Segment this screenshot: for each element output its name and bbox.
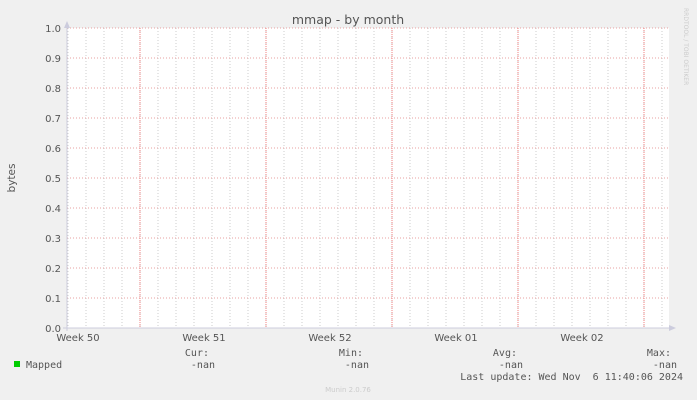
y-tick-label: 0.2 [45,264,61,275]
last-update: Last update: Wed Nov 6 11:40:06 2024 [460,372,683,383]
side-label: RRDTOOL / TOBI OETIKER [682,8,689,85]
legend-cur-value: -nan [191,360,215,371]
y-axis-arrow-icon [64,21,70,28]
y-tick-label: 0.9 [45,54,61,65]
chart-title: mmap - by month [292,12,404,27]
x-axis-arrow-icon [669,325,676,331]
x-tick-label: Week 52 [308,333,351,344]
y-tick-label: 0.5 [45,174,61,185]
y-tick-label: 0.4 [45,204,61,215]
y-tick-label: 0.6 [45,144,61,155]
legend-min-value: -nan [345,360,369,371]
y-axis-label: bytes [6,164,18,193]
y-tick-label: 0.0 [45,324,61,335]
x-tick-label: Week 50 [56,333,99,344]
y-tick-label: 1.0 [45,24,61,35]
legend-header-avg: Avg: [493,348,517,359]
y-tick-label: 0.7 [45,114,61,125]
legend-header-cur: Cur: [185,348,209,359]
x-tick-label: Week 02 [560,333,603,344]
legend-header-min: Min: [339,348,363,359]
x-tick-label: Week 51 [182,333,225,344]
legend-swatch-mapped [14,361,20,367]
legend-max-value: -nan [653,360,677,371]
legend-header-max: Max: [647,348,671,359]
legend-avg-value: -nan [499,360,523,371]
legend-name-mapped: Mapped [26,360,62,371]
y-tick-label: 0.8 [45,84,61,95]
x-tick-label: Week 01 [434,333,477,344]
footer-version: Munin 2.0.76 [325,386,371,394]
y-tick-label: 0.3 [45,234,61,245]
y-tick-label: 0.1 [45,294,61,305]
